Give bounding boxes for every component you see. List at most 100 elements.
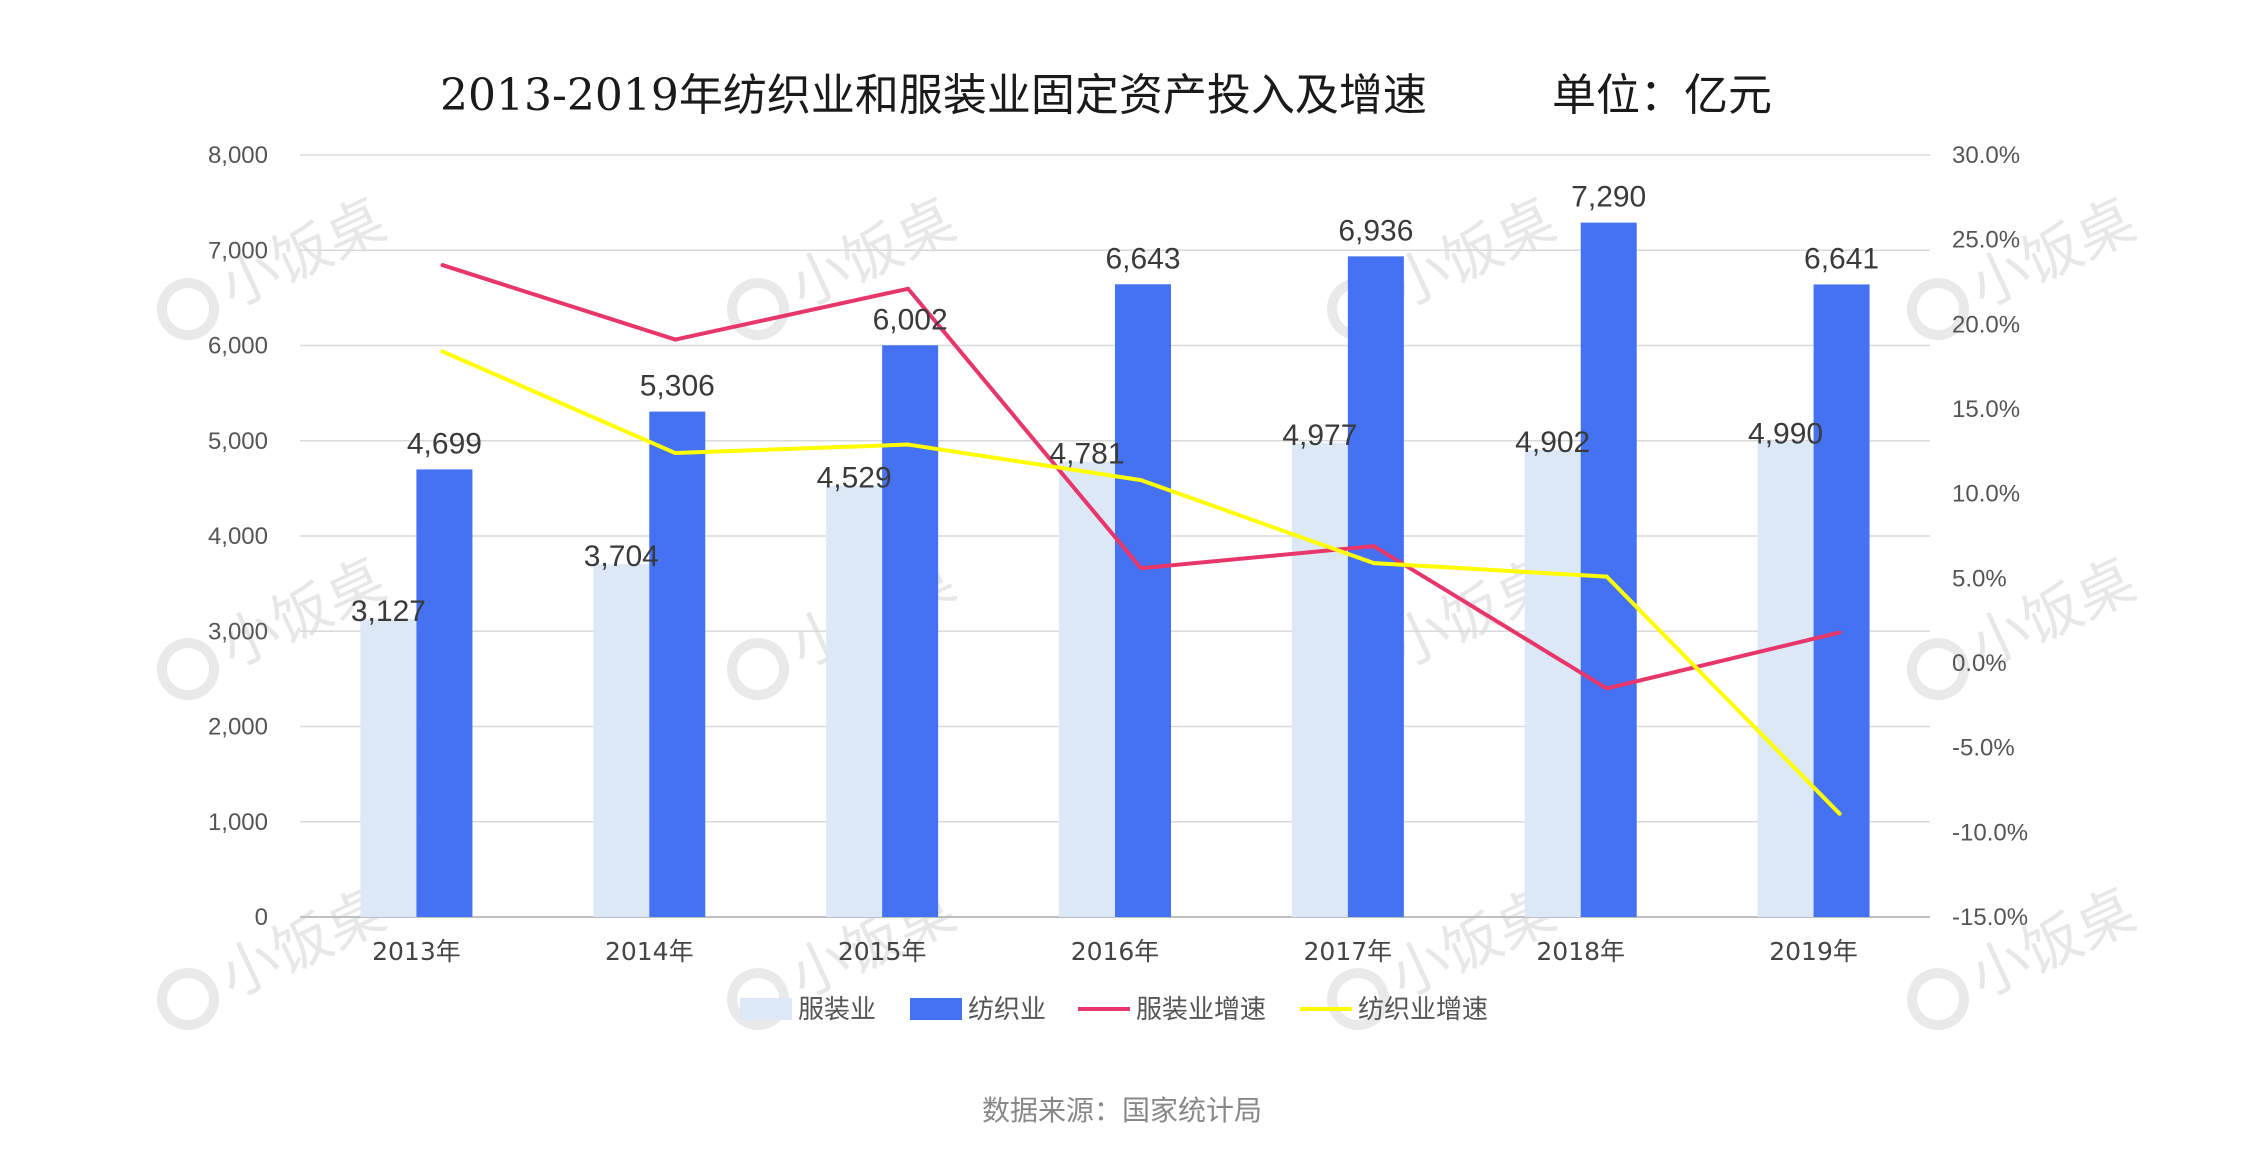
- point-textile-growth-6: [1604, 574, 1609, 579]
- point-apparel-growth-3: [906, 286, 911, 291]
- bar-apparel-4: [1059, 461, 1115, 917]
- lines: [440, 263, 1842, 816]
- legend-label-textile-growth: 纺织业增速: [1358, 995, 1488, 1025]
- data-label-apparel-6: 4,902: [1515, 426, 1590, 459]
- left-tick-label: 4,000: [208, 523, 268, 550]
- watermark-logo: [1907, 968, 1970, 1031]
- point-apparel-growth-4: [1139, 566, 1143, 571]
- right-tick-label: -10.0%: [1952, 819, 2028, 846]
- right-tick-label: 15.0%: [1952, 396, 2020, 423]
- watermark-logo: [157, 278, 220, 341]
- data-label-apparel-3: 4,529: [817, 462, 892, 495]
- left-tick-label: 5,000: [208, 428, 268, 455]
- point-textile-growth-5: [1371, 561, 1376, 566]
- point-apparel-growth-7: [1837, 630, 1842, 635]
- watermark-logo: [157, 638, 220, 701]
- legend-swatch-textile: [910, 998, 962, 1020]
- watermark-logo: [1907, 278, 1970, 341]
- data-label-textile-7: 6,641: [1804, 242, 1879, 275]
- watermark-logo: [157, 968, 220, 1031]
- watermark-8: 小饭桌: [1907, 546, 2146, 701]
- watermark-text: 小饭桌: [1379, 186, 1565, 321]
- point-apparel-growth-5: [1371, 544, 1376, 549]
- watermark-logo: [727, 638, 790, 701]
- left-tick-label: 7,000: [208, 237, 268, 264]
- bar-textile-3: [882, 345, 939, 917]
- data-label-apparel-5: 4,977: [1282, 419, 1357, 452]
- watermark-logo: [1907, 638, 1970, 701]
- x-tick-label: 2013年: [372, 937, 461, 966]
- legend-label-apparel: 服装业: [798, 995, 876, 1025]
- point-apparel-growth-1: [440, 263, 445, 268]
- data-label-apparel-4: 4,781: [1049, 438, 1124, 471]
- left-tick-label: 1,000: [208, 809, 268, 836]
- point-textile-growth-1: [440, 349, 445, 354]
- left-axis: 0 1,000 2,000 3,000 4,000 5,000 6,000 7,000 8,00…: [208, 142, 268, 931]
- point-textile-growth-4: [1139, 478, 1143, 483]
- chart-title: 2013-2019年纺织业和服装业固定资产投入及增速: [440, 70, 1427, 121]
- right-tick-label: 5.0%: [1952, 565, 2007, 592]
- left-tick-label: 6,000: [208, 333, 268, 360]
- bar-textile-7: [1813, 284, 1870, 917]
- legend-label-textile: 纺织业: [968, 995, 1046, 1025]
- right-tick-label: 25.0%: [1952, 227, 2020, 254]
- watermark-12: 小饭桌: [1907, 876, 2146, 1031]
- bar-textile-5: [1347, 256, 1404, 917]
- bar-textile-6: [1580, 222, 1637, 917]
- point-apparel-growth-6: [1604, 686, 1609, 691]
- bars: [360, 222, 1870, 917]
- right-tick-label: 10.0%: [1952, 481, 2020, 508]
- watermark-1: 小饭桌: [157, 186, 396, 341]
- x-tick-label: 2014年: [605, 937, 694, 966]
- data-label-textile-1: 4,699: [407, 427, 482, 460]
- legend-swatch-apparel: [740, 998, 792, 1020]
- source-note: 数据来源：国家统计局: [982, 1094, 1262, 1127]
- x-axis: 2013年 2014年 2015年 2016年 2017年 2018年 2019年: [372, 937, 1858, 966]
- data-label-textile-2: 5,306: [640, 370, 715, 403]
- bar-apparel-5: [1291, 442, 1348, 917]
- x-tick-label: 2018年: [1536, 937, 1625, 966]
- right-tick-label: -5.0%: [1952, 735, 2015, 762]
- x-tick-label: 2016年: [1071, 937, 1160, 966]
- left-tick-label: 8,000: [208, 142, 268, 169]
- data-label-apparel-1: 3,127: [351, 595, 426, 628]
- right-tick-label: 0.0%: [1952, 650, 2007, 677]
- legend-label-apparel-growth: 服装业增速: [1136, 995, 1266, 1025]
- right-tick-label: 30.0%: [1952, 142, 2020, 169]
- point-apparel-growth-2: [673, 337, 678, 342]
- bar-textile-4: [1115, 284, 1171, 917]
- x-tick-label: 2019年: [1769, 937, 1858, 966]
- bar-apparel-7: [1757, 441, 1814, 917]
- watermark-text: 小饭桌: [1959, 876, 2145, 1011]
- bar-apparel-3: [826, 485, 883, 917]
- x-tick-label: 2017年: [1304, 937, 1393, 966]
- bar-apparel-2: [593, 564, 650, 917]
- data-label-textile-6: 7,290: [1571, 181, 1646, 214]
- x-tick-label: 2015年: [838, 937, 927, 966]
- point-textile-growth-2: [673, 451, 678, 456]
- bar-apparel-6: [1524, 450, 1581, 917]
- watermark-9: 小饭桌: [157, 876, 396, 1031]
- right-axis: -15.0% -10.0% -5.0% 0.0% 5.0% 10.0% 15.0% 20.0%…: [1952, 142, 2028, 931]
- watermark-4: 小饭桌: [1907, 186, 2146, 341]
- bar-apparel-1: [360, 619, 417, 917]
- right-tick-label: -15.0%: [1952, 904, 2028, 931]
- left-tick-label: 0: [255, 904, 268, 931]
- point-textile-growth-7: [1837, 811, 1842, 816]
- right-tick-label: 20.0%: [1952, 311, 2020, 338]
- chart-unit-label: 单位：亿元: [1552, 70, 1772, 121]
- watermark-logo: [727, 278, 790, 341]
- bar-textile-2: [649, 411, 706, 917]
- data-label-apparel-7: 4,990: [1748, 418, 1823, 451]
- data-label-textile-5: 6,936: [1338, 214, 1413, 247]
- left-tick-label: 3,000: [208, 618, 268, 645]
- data-label-textile-3: 6,002: [873, 303, 948, 336]
- left-tick-label: 2,000: [208, 714, 268, 741]
- bar-labels: 3,127 3,704 4,529 4,781 4,977 4,902 4,990 4,699…: [351, 181, 1879, 629]
- bar-textile-1: [416, 469, 473, 917]
- data-label-textile-4: 6,643: [1105, 242, 1180, 275]
- watermark-logo: [727, 968, 790, 1031]
- watermark-text: 小饭桌: [779, 186, 965, 321]
- point-textile-growth-3: [906, 442, 911, 447]
- data-label-apparel-2: 3,704: [584, 540, 659, 573]
